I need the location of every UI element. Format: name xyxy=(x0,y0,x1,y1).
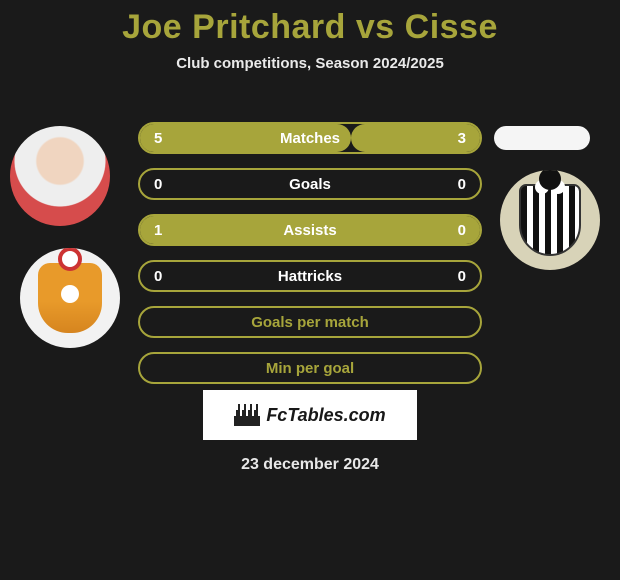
stat-row: 5Matches3 xyxy=(138,122,482,154)
subtitle: Club competitions, Season 2024/2025 xyxy=(0,55,620,72)
stat-value-left: 0 xyxy=(154,268,162,285)
page-title: Joe Pritchard vs Cisse xyxy=(0,0,620,47)
stat-value-left: 5 xyxy=(154,130,162,147)
mkdons-badge-icon xyxy=(38,263,102,333)
club-logo-right xyxy=(500,170,600,270)
stat-label: Goals xyxy=(162,176,457,193)
stat-label: Min per goal xyxy=(154,360,466,377)
stat-row: Goals per match xyxy=(138,306,482,338)
brand-text: FcTables.com xyxy=(266,405,385,426)
stat-value-right: 3 xyxy=(458,130,466,147)
stats-comparison: 5Matches30Goals01Assists00Hattricks0Goal… xyxy=(138,122,482,398)
mkdons-letter-icon xyxy=(58,248,82,271)
stat-value-left: 0 xyxy=(154,176,162,193)
branding-bar: FcTables.com xyxy=(203,390,417,440)
stat-label: Assists xyxy=(162,222,457,239)
player-right-photo-placeholder xyxy=(494,126,590,150)
date-label: 23 december 2024 xyxy=(241,456,379,474)
stat-row: Min per goal xyxy=(138,352,482,384)
stat-row: 1Assists0 xyxy=(138,214,482,246)
stat-value-right: 0 xyxy=(458,268,466,285)
player-left-photo xyxy=(10,126,110,226)
stat-value-right: 0 xyxy=(458,176,466,193)
stat-label: Matches xyxy=(162,130,457,147)
player-face-icon xyxy=(10,126,110,226)
bar-chart-icon xyxy=(234,404,260,426)
stat-row: 0Hattricks0 xyxy=(138,260,482,292)
notts-badge-icon xyxy=(519,184,581,256)
stat-value-left: 1 xyxy=(154,222,162,239)
club-logo-left xyxy=(20,248,120,348)
stat-label: Goals per match xyxy=(154,314,466,331)
stat-row: 0Goals0 xyxy=(138,168,482,200)
stat-value-right: 0 xyxy=(458,222,466,239)
stat-label: Hattricks xyxy=(162,268,457,285)
